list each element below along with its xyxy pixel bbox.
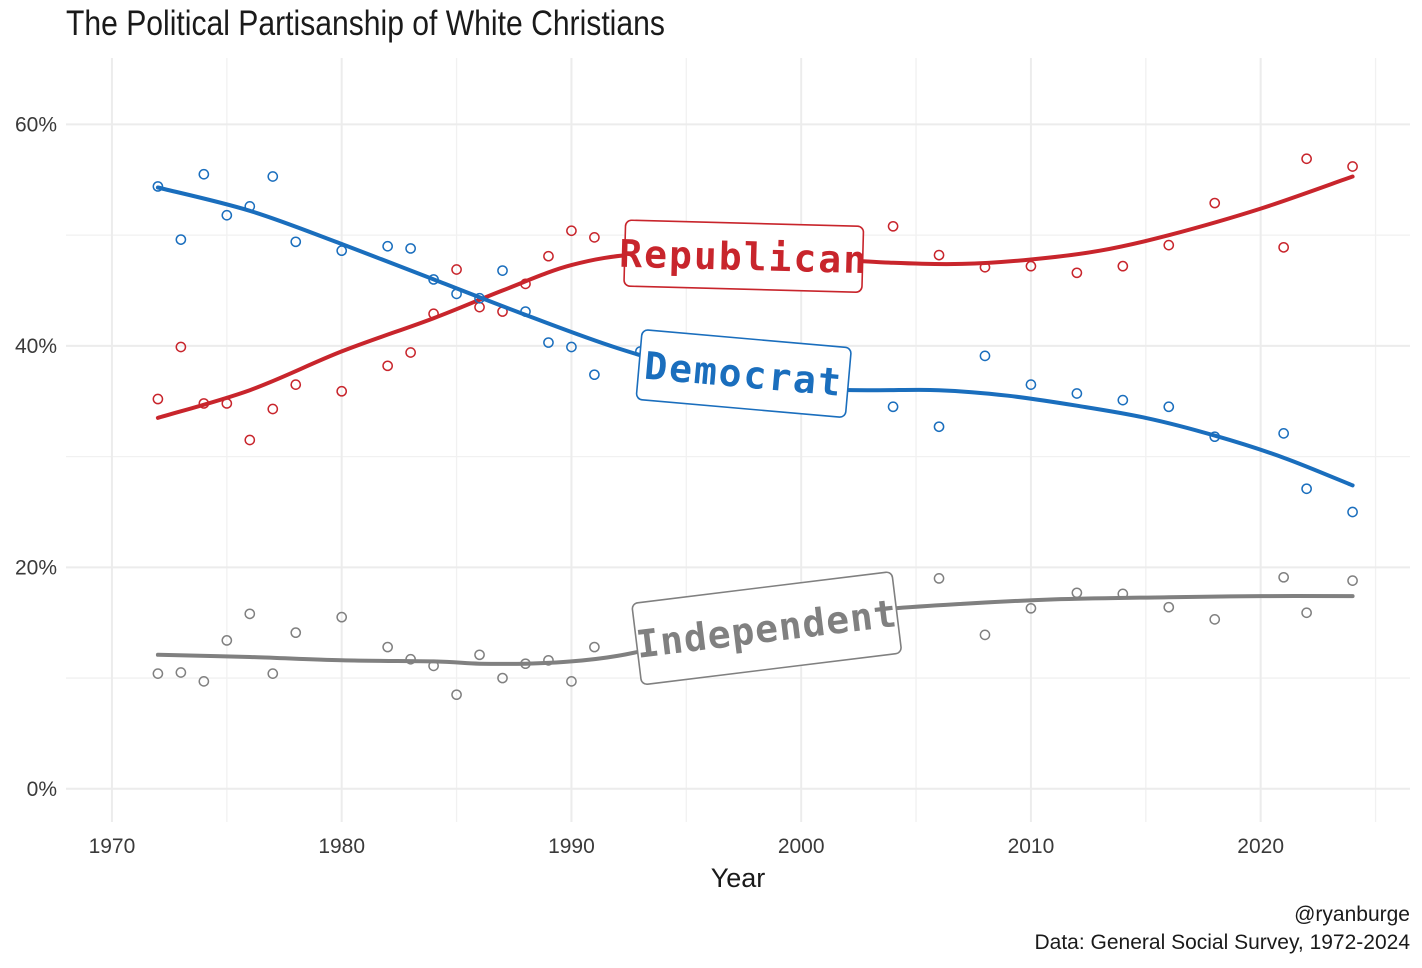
democrat-point: [887, 401, 899, 413]
minor-gridlines: [66, 58, 1410, 822]
independent-point: [979, 629, 991, 641]
democrat-point: [290, 236, 302, 248]
democrat-point: [175, 234, 187, 245]
republican-point: [336, 385, 348, 397]
y-tick-label: 40%: [15, 335, 57, 358]
democrat-point: [543, 337, 554, 348]
democrat-point: [1301, 483, 1312, 495]
x-tick-label: 1990: [548, 835, 595, 858]
independent-point: [933, 573, 945, 584]
republican-point: [244, 434, 256, 446]
republican-label: Republican: [619, 219, 869, 293]
democrat-point: [405, 243, 416, 254]
republican-point: [1163, 239, 1175, 251]
republican-point: [566, 225, 577, 237]
republican-point: [474, 301, 485, 313]
author-credit: @ryanburge: [1294, 903, 1410, 926]
independent-point: [382, 641, 393, 653]
republican-point: [1278, 241, 1289, 253]
democrat-label-box: [635, 329, 852, 418]
republican-point: [887, 220, 899, 232]
major-gridlines: [66, 58, 1410, 822]
democrat-point: [1117, 394, 1129, 406]
republican-point: [451, 264, 462, 275]
independent-point: [543, 654, 554, 666]
x-tick-label: 1980: [318, 835, 365, 858]
democrat-point: [267, 171, 279, 182]
y-axis-ticks: 0% 20% 40% 60%: [15, 113, 57, 800]
democrat-point: [198, 168, 210, 180]
independent-point: [221, 635, 233, 646]
y-tick-label: 0%: [27, 778, 57, 801]
y-tick-label: 60%: [15, 113, 57, 136]
republican-point: [589, 232, 600, 243]
republican-label-text: Republican: [619, 232, 869, 282]
x-axis-ticks: 1970 1980 1990 2000 2010 2020: [89, 835, 1284, 858]
independent-point: [1347, 575, 1358, 586]
independent-point: [175, 667, 187, 678]
x-tick-label: 2020: [1237, 835, 1284, 858]
republican-point: [1301, 153, 1312, 165]
independent-point: [267, 668, 279, 679]
x-tick-label: 2010: [1008, 835, 1055, 858]
independent-point: [1163, 601, 1175, 613]
democrat-point: [933, 421, 945, 433]
republican-point: [1347, 161, 1358, 172]
democrat-point: [497, 265, 508, 276]
democrat-point: [221, 209, 233, 221]
republican-label-box: [623, 219, 865, 293]
independent-point: [497, 672, 508, 684]
republican-point: [175, 341, 187, 353]
x-axis-label: Year: [711, 863, 766, 893]
x-tick-label: 1970: [89, 835, 136, 858]
democrat-point: [566, 341, 577, 353]
democrat-point: [1163, 401, 1175, 413]
independent-label-box: [631, 571, 902, 686]
y-tick-label: 20%: [15, 556, 57, 579]
republican-point: [1071, 267, 1083, 279]
independent-point: [198, 676, 210, 687]
democrat-point: [1025, 379, 1037, 390]
independent-point: [1301, 607, 1312, 619]
republican-point: [152, 393, 164, 405]
democrat-point: [1071, 388, 1083, 399]
independent-point: [152, 668, 164, 679]
democrat-point: [979, 350, 991, 362]
republican-point: [405, 347, 416, 358]
democrat-point: [1347, 506, 1358, 518]
data-source: Data: General Social Survey, 1972-2024: [1034, 931, 1411, 954]
independent-point: [1209, 614, 1221, 625]
independent-point: [566, 676, 577, 687]
independent-point: [1025, 602, 1037, 614]
democrat-point: [152, 181, 164, 192]
democrat-point: [382, 240, 393, 252]
independent-point: [336, 611, 348, 623]
republican-point: [1117, 260, 1129, 272]
chart-title: The Political Partisanship of White Chri…: [66, 4, 665, 43]
independent-point: [290, 627, 302, 639]
democrat-point: [1278, 428, 1289, 439]
republican-point: [1209, 197, 1221, 209]
democrat-label: Democrat: [635, 329, 852, 418]
republican-point: [543, 250, 554, 262]
democrat-point: [589, 369, 600, 381]
independent-point: [1278, 571, 1289, 583]
republican-point: [290, 379, 302, 390]
independent-point: [1071, 587, 1083, 599]
independent-point: [244, 608, 256, 620]
x-tick-label: 2000: [778, 835, 825, 858]
republican-point: [933, 249, 945, 261]
independent-point: [589, 641, 600, 653]
series-labels: Republican Democrat Independent: [619, 219, 902, 686]
independent-point: [474, 649, 485, 661]
independent-label: Independent: [631, 571, 902, 686]
independent-point: [451, 689, 462, 701]
republican-point: [267, 403, 279, 415]
republican-point: [1025, 260, 1037, 272]
republican-point: [382, 360, 393, 372]
